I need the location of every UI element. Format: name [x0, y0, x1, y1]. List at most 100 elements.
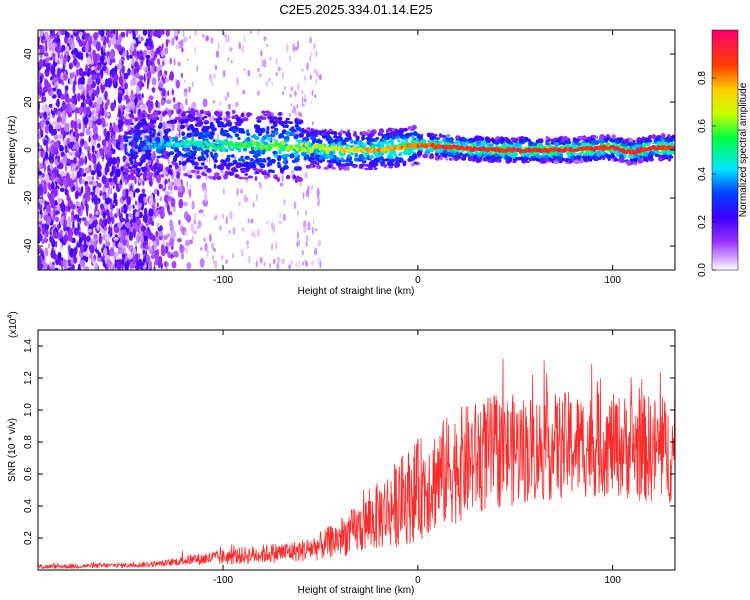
- heatmap-cell: [130, 175, 136, 181]
- heatmap-cell: [225, 165, 231, 170]
- heatmap-cell: [618, 154, 624, 158]
- heatmap-cell: [152, 130, 156, 136]
- heatmap-cell: [263, 261, 266, 267]
- heatmap-cell: [238, 176, 244, 180]
- heatmap-cell: [209, 233, 212, 242]
- heatmap-cell: [255, 260, 258, 268]
- heatmap-cell: [178, 198, 184, 209]
- heatmap-cell: [77, 206, 81, 214]
- heatmap-cell: [645, 158, 649, 163]
- heatmap-cell: [81, 179, 86, 184]
- heatmap-cell: [50, 264, 55, 270]
- heatmap-cell: [143, 166, 147, 170]
- heatmap-cell: [96, 118, 102, 126]
- heatmap-cell: [201, 171, 205, 176]
- heatmap-cell: [80, 259, 86, 268]
- heatmap-cell: [124, 151, 129, 156]
- heatmap-cell: [199, 247, 203, 251]
- heatmap-cell: [297, 121, 303, 125]
- heatmap-cell: [81, 46, 86, 53]
- heatmap-cell: [59, 58, 64, 65]
- heatmap-cell: [173, 147, 179, 153]
- heatmap-cell: [316, 70, 319, 78]
- heatmap-cell: [538, 143, 543, 146]
- heatmap-cell: [228, 147, 232, 151]
- heatmap-cell: [177, 237, 182, 243]
- heatmap-cell: [82, 41, 87, 47]
- heatmap-cell: [309, 74, 313, 80]
- heatmap-cell: [262, 158, 266, 163]
- heatmap-cell: [215, 139, 219, 144]
- heatmap-cell: [177, 150, 181, 155]
- heatmap-cell: [530, 153, 536, 156]
- heatmap-cell: [144, 262, 147, 269]
- heatmap-cell: [43, 96, 47, 102]
- heatmap-cell: [254, 233, 257, 239]
- heatmap-cell: [190, 223, 194, 231]
- heatmap-cell: [242, 162, 247, 168]
- heatmap-cell: [191, 81, 194, 88]
- heatmap-cell: [290, 86, 294, 91]
- heatmap-cell: [563, 136, 568, 141]
- heatmap-cell: [289, 153, 295, 159]
- heatmap-cell: [295, 161, 299, 168]
- heatmap-cell: [88, 119, 92, 128]
- heatmap-cell: [108, 177, 113, 183]
- heatmap-cell: [198, 160, 201, 166]
- heatmap-cell: [301, 96, 304, 104]
- heatmap-cell: [162, 72, 166, 79]
- heatmap-cell: [62, 179, 69, 186]
- heatmap-cell: [126, 30, 129, 38]
- heatmap-cell: [129, 149, 136, 154]
- heatmap-cell: [281, 71, 284, 80]
- heatmap-cell: [52, 120, 58, 127]
- heatmap-cell: [38, 36, 41, 42]
- heatmap-cell: [638, 159, 644, 164]
- heatmap-cell: [327, 144, 331, 148]
- heatmap-cell: [84, 192, 89, 199]
- heatmap-cell: [138, 177, 143, 183]
- heatmap-cell: [196, 147, 201, 151]
- heatmap-cell: [177, 173, 181, 176]
- heatmap-cell: [59, 145, 64, 153]
- heatmap-cell: [367, 133, 374, 139]
- heatmap-cell: [257, 30, 260, 36]
- heatmap-cell: [539, 139, 544, 143]
- heatmap-cell: [212, 73, 217, 79]
- heatmap-cell: [156, 155, 161, 159]
- heatmap-cell: [278, 220, 282, 225]
- heatmap-cell: [201, 33, 205, 38]
- heatmap-cell: [153, 265, 156, 270]
- heatmap-cell: [104, 183, 110, 189]
- heatmap-cell: [73, 157, 77, 165]
- heatmap-cell: [510, 153, 516, 159]
- heatmap-cell: [49, 163, 53, 170]
- heatmap-cell: [106, 215, 111, 225]
- heatmap-cell: [311, 157, 315, 161]
- heatmap-cell: [184, 202, 187, 207]
- heatmap-cell: [60, 151, 65, 157]
- heatmap-cell: [251, 230, 255, 237]
- heatmap-cell: [331, 167, 336, 170]
- heatmap-cell: [130, 110, 134, 115]
- heatmap-cell: [177, 190, 184, 198]
- heatmap-cell: [208, 134, 213, 140]
- heatmap-cell: [113, 174, 118, 184]
- heatmap-cell: [308, 158, 312, 162]
- heatmap-cell: [321, 132, 326, 136]
- heatmap-cell: [152, 150, 156, 161]
- heatmap-cell: [149, 113, 154, 117]
- heatmap-cell: [277, 156, 282, 162]
- heatmap-cell: [119, 59, 122, 68]
- heatmap-cell: [311, 139, 316, 144]
- heatmap-cell: [187, 144, 191, 148]
- heatmap-cell: [85, 52, 89, 58]
- heatmap-cell: [367, 129, 371, 134]
- spectrogram-heatmap: [38, 30, 675, 270]
- heatmap-cell: [434, 152, 439, 157]
- heatmap-cell: [160, 138, 165, 144]
- heatmap-cell: [132, 255, 137, 265]
- heatmap-cell: [121, 88, 125, 95]
- heatmap-cell: [82, 124, 85, 134]
